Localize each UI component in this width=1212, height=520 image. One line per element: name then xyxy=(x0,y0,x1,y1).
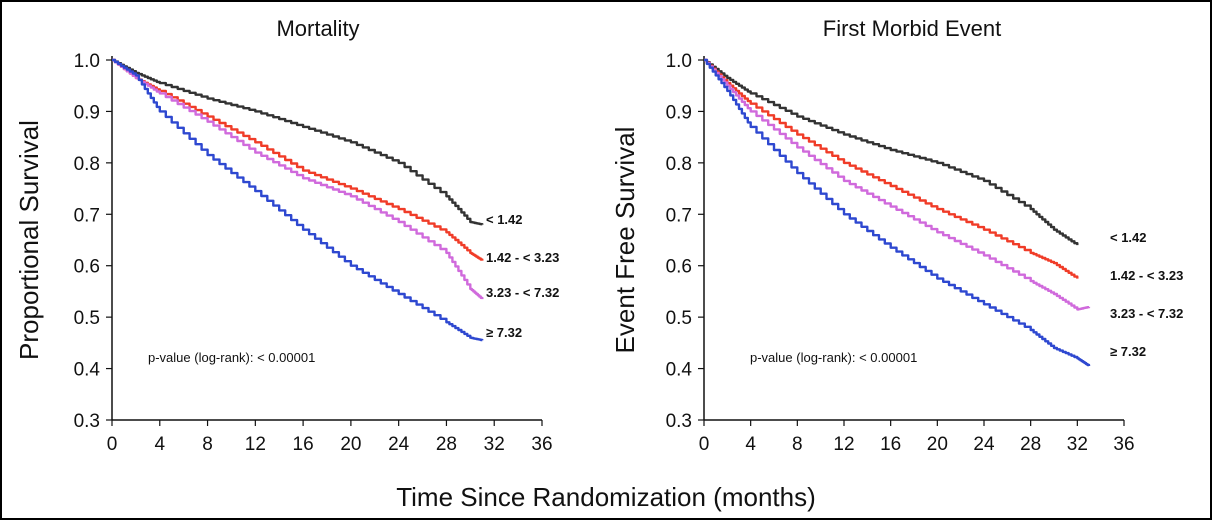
y-tick-label: 0.9 xyxy=(74,102,100,123)
y-tick-label: 0.8 xyxy=(74,154,100,175)
y-tick-label: 0.7 xyxy=(74,205,100,226)
series-line xyxy=(112,58,484,226)
y-tick-label: 1.0 xyxy=(74,51,100,72)
x-tick-label: 20 xyxy=(340,434,361,455)
y-tick-label: 0.3 xyxy=(74,411,100,432)
x-tick-label: 12 xyxy=(833,434,854,455)
x-tick-label: 8 xyxy=(202,434,213,455)
series-line xyxy=(112,58,484,261)
p-value-annotation: p-value (log-rank): < 0.00001 xyxy=(148,350,315,365)
series-line xyxy=(704,58,1091,367)
y-axis-label: Proportional Survival xyxy=(14,120,44,360)
series-line xyxy=(704,58,1079,279)
series-end-label: ≥ 7.32 xyxy=(486,325,522,340)
series-line xyxy=(704,58,1091,311)
y-tick-label: 1.0 xyxy=(666,51,692,72)
series-end-label: 1.42 - < 3.23 xyxy=(486,250,559,265)
series-line xyxy=(112,58,484,342)
x-tick-label: 32 xyxy=(484,434,505,455)
x-tick-label: 36 xyxy=(531,434,552,455)
first-morbid-event-panel: First Morbid Event Event Free Survival 0.3… xyxy=(610,16,1183,455)
series-end-label: < 1.42 xyxy=(486,212,523,227)
series-end-label: 3.23 - < 7.32 xyxy=(1110,306,1183,321)
series-end-label: 1.42 - < 3.23 xyxy=(1110,268,1183,283)
y-tick-label: 0.9 xyxy=(666,102,692,123)
y-tick-label: 0.6 xyxy=(74,257,100,278)
series-line xyxy=(704,58,1079,246)
x-tick-label: 20 xyxy=(927,434,948,455)
series-end-label: < 1.42 xyxy=(1110,230,1147,245)
y-tick-label: 0.5 xyxy=(666,308,692,329)
shared-x-axis-label: Time Since Randomization (months) xyxy=(396,482,816,512)
y-tick-label: 0.7 xyxy=(666,205,692,226)
x-tick-label: 4 xyxy=(154,434,165,455)
x-tick-label: 0 xyxy=(699,434,710,455)
x-tick-label: 24 xyxy=(973,434,995,455)
x-tick-label: 16 xyxy=(293,434,314,455)
p-value-annotation: p-value (log-rank): < 0.00001 xyxy=(750,350,917,365)
y-axis-label: Event Free Survival xyxy=(610,127,640,354)
x-tick-label: 28 xyxy=(1020,434,1041,455)
x-tick-label: 36 xyxy=(1113,434,1134,455)
x-tick-label: 4 xyxy=(745,434,756,455)
y-tick-label: 0.8 xyxy=(666,154,692,175)
series-line xyxy=(112,58,484,300)
series-end-label: 3.23 - < 7.32 xyxy=(486,285,559,300)
x-tick-label: 16 xyxy=(880,434,901,455)
chart-title: First Morbid Event xyxy=(823,16,1002,41)
x-tick-label: 24 xyxy=(388,434,410,455)
chart-title: Mortality xyxy=(276,16,359,41)
mortality-panel: Mortality Proportional Survival 0.3 0.4 0.5 0… xyxy=(14,16,559,455)
x-tick-label: 28 xyxy=(436,434,457,455)
y-tick-label: 0.3 xyxy=(666,411,692,432)
y-tick-label: 0.4 xyxy=(74,360,101,381)
y-tick-label: 0.4 xyxy=(666,360,693,381)
x-tick-label: 0 xyxy=(107,434,118,455)
x-tick-label: 32 xyxy=(1067,434,1088,455)
y-tick-label: 0.6 xyxy=(666,257,692,278)
y-tick-label: 0.5 xyxy=(74,308,100,329)
series-end-label: ≥ 7.32 xyxy=(1110,344,1146,359)
x-tick-label: 12 xyxy=(245,434,266,455)
x-tick-label: 8 xyxy=(792,434,803,455)
